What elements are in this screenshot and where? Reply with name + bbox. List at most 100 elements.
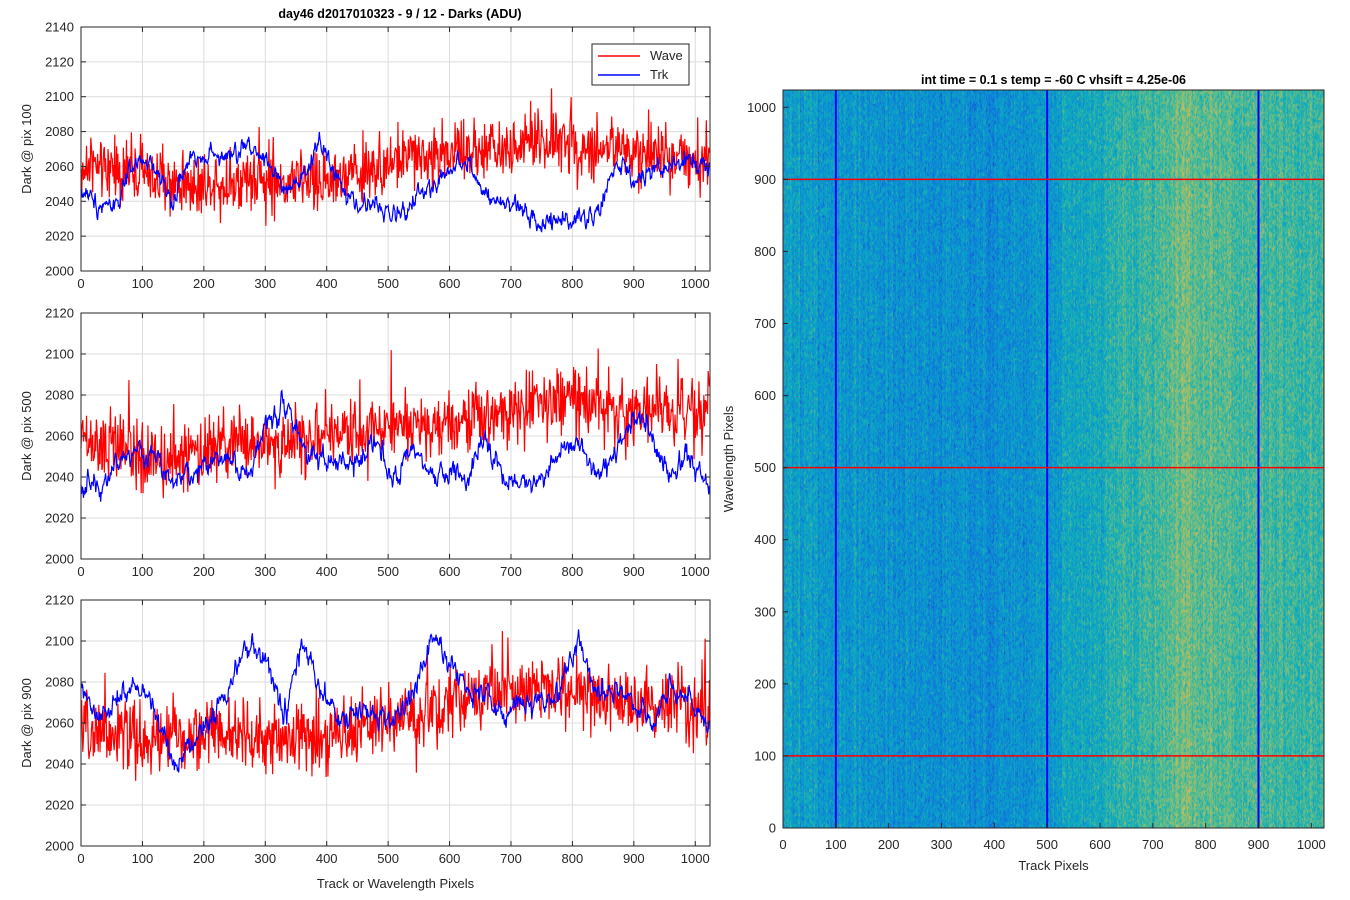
x-tick-label: 900 [623, 851, 645, 866]
y-tick-label: 600 [754, 388, 776, 403]
y-tick-label: 2080 [45, 675, 74, 690]
x-tick-label: 0 [77, 564, 84, 579]
y-tick-label: 500 [754, 460, 776, 475]
y-tick-label: 2120 [45, 54, 74, 69]
x-tick-label: 300 [254, 276, 276, 291]
axes-frame [80, 26, 711, 272]
x-tick-label: 400 [316, 851, 338, 866]
x-tick-label: 600 [439, 276, 461, 291]
series-line-trk [80, 389, 710, 502]
y-tick-label: 2020 [45, 229, 74, 244]
x-tick-label: 700 [500, 276, 522, 291]
x-tick-label: 0 [77, 276, 84, 291]
x-tick-label: 100 [132, 276, 154, 291]
y-tick-label: 2000 [45, 839, 74, 854]
x-tick-label: 600 [1089, 837, 1111, 852]
x-tick-label: 800 [562, 851, 584, 866]
x-axis-label: Track Pixels [1018, 858, 1089, 873]
y-tick-label: 2020 [45, 798, 74, 813]
x-axis-label: Track or Wavelength Pixels [317, 876, 475, 891]
y-tick-label: 400 [754, 532, 776, 547]
y-tick-label: 100 [754, 748, 776, 763]
dark-pix-500-plot: 0 100 200 300 400 500 600 700 800 900 1000 2000 2020… [19, 306, 711, 579]
x-tick-label: 1000 [681, 851, 710, 866]
y-tick-label: 2100 [45, 634, 74, 649]
y-tick-label: 2060 [45, 159, 74, 174]
x-tick-label: 1000 [1297, 837, 1326, 852]
x-tick-label: 300 [254, 851, 276, 866]
x-tick-label: 600 [439, 564, 461, 579]
y-axis-label: Dark @ pix 500 [19, 391, 34, 481]
y-tick-label: 200 [754, 676, 776, 691]
x-tick-label: 700 [500, 564, 522, 579]
y-tick-label: 2000 [45, 552, 74, 567]
x-tick-label: 400 [983, 837, 1005, 852]
x-tick-label: 200 [878, 837, 900, 852]
x-tick-label: 500 [377, 276, 399, 291]
dark-pix-900-plot: 0 100 200 300 400 500 600 700 800 900 1000 2000 2020… [19, 593, 711, 891]
heatmap-title: int time = 0.1 s temp = -60 C vhsift = 4… [921, 73, 1186, 87]
x-tick-label: 100 [825, 837, 847, 852]
x-tick-label: 300 [931, 837, 953, 852]
x-tick-label: 200 [193, 276, 215, 291]
y-tick-label: 300 [754, 604, 776, 619]
legend-box [591, 43, 690, 86]
x-tick-label: 1000 [681, 564, 710, 579]
y-axis-label: Dark @ pix 900 [19, 678, 34, 768]
y-tick-label: 2080 [45, 124, 74, 139]
x-tick-label: 0 [779, 837, 786, 852]
dark-frame-heatmap: 0 100 200 300 400 500 600 700 800 900 1000 0 100 200 3… [721, 73, 1326, 873]
series-line-trk [80, 131, 710, 233]
y-tick-label: 700 [754, 316, 776, 331]
figure-title: day46 d2017010323 - 9 / 12 - Darks (ADU) [278, 7, 521, 21]
x-tick-label: 700 [1142, 837, 1164, 852]
x-tick-label: 800 [562, 276, 584, 291]
y-axis-label: Dark @ pix 100 [19, 104, 34, 194]
x-tick-label: 300 [254, 564, 276, 579]
x-tick-label: 500 [1036, 837, 1058, 852]
y-tick-label: 900 [754, 172, 776, 187]
x-tick-label: 900 [1248, 837, 1270, 852]
x-tick-label: 700 [500, 851, 522, 866]
legend-label-trk: Trk [650, 67, 669, 82]
y-tick-label: 2040 [45, 470, 74, 485]
series-line-wave [80, 88, 710, 226]
heatmap-image [783, 90, 1324, 828]
y-tick-label: 2060 [45, 716, 74, 731]
x-tick-label: 900 [623, 564, 645, 579]
y-tick-label: 0 [769, 821, 776, 836]
y-tick-label: 2020 [45, 511, 74, 526]
legend-label-wave: Wave [650, 48, 683, 63]
y-tick-label: 2000 [45, 264, 74, 279]
x-tick-label: 400 [316, 276, 338, 291]
series-line-trk [80, 629, 710, 773]
x-tick-label: 200 [193, 564, 215, 579]
dark-pix-100-plot: 0 100 200 300 400 500 600 700 800 900 1000 2000 2020… [19, 20, 711, 291]
y-tick-label: 2040 [45, 194, 74, 209]
y-tick-label: 2140 [45, 20, 74, 35]
x-tick-label: 500 [377, 851, 399, 866]
y-tick-label: 2100 [45, 347, 74, 362]
y-tick-label: 2120 [45, 593, 74, 608]
x-tick-label: 100 [132, 564, 154, 579]
y-tick-label: 800 [754, 244, 776, 259]
axes-frame [782, 89, 1325, 829]
x-tick-label: 600 [439, 851, 461, 866]
x-tick-label: 100 [132, 851, 154, 866]
x-tick-label: 200 [193, 851, 215, 866]
y-tick-label: 2120 [45, 306, 74, 321]
x-tick-label: 900 [623, 276, 645, 291]
y-tick-label: 2080 [45, 388, 74, 403]
y-tick-label: 2040 [45, 757, 74, 772]
x-tick-label: 800 [562, 564, 584, 579]
x-tick-label: 500 [377, 564, 399, 579]
y-tick-label: 1000 [747, 100, 776, 115]
x-tick-label: 1000 [681, 276, 710, 291]
y-tick-label: 2060 [45, 429, 74, 444]
x-tick-label: 0 [77, 851, 84, 866]
x-tick-label: 400 [316, 564, 338, 579]
y-tick-label: 2100 [45, 89, 74, 104]
x-tick-label: 800 [1195, 837, 1217, 852]
series-line-wave [80, 348, 710, 499]
